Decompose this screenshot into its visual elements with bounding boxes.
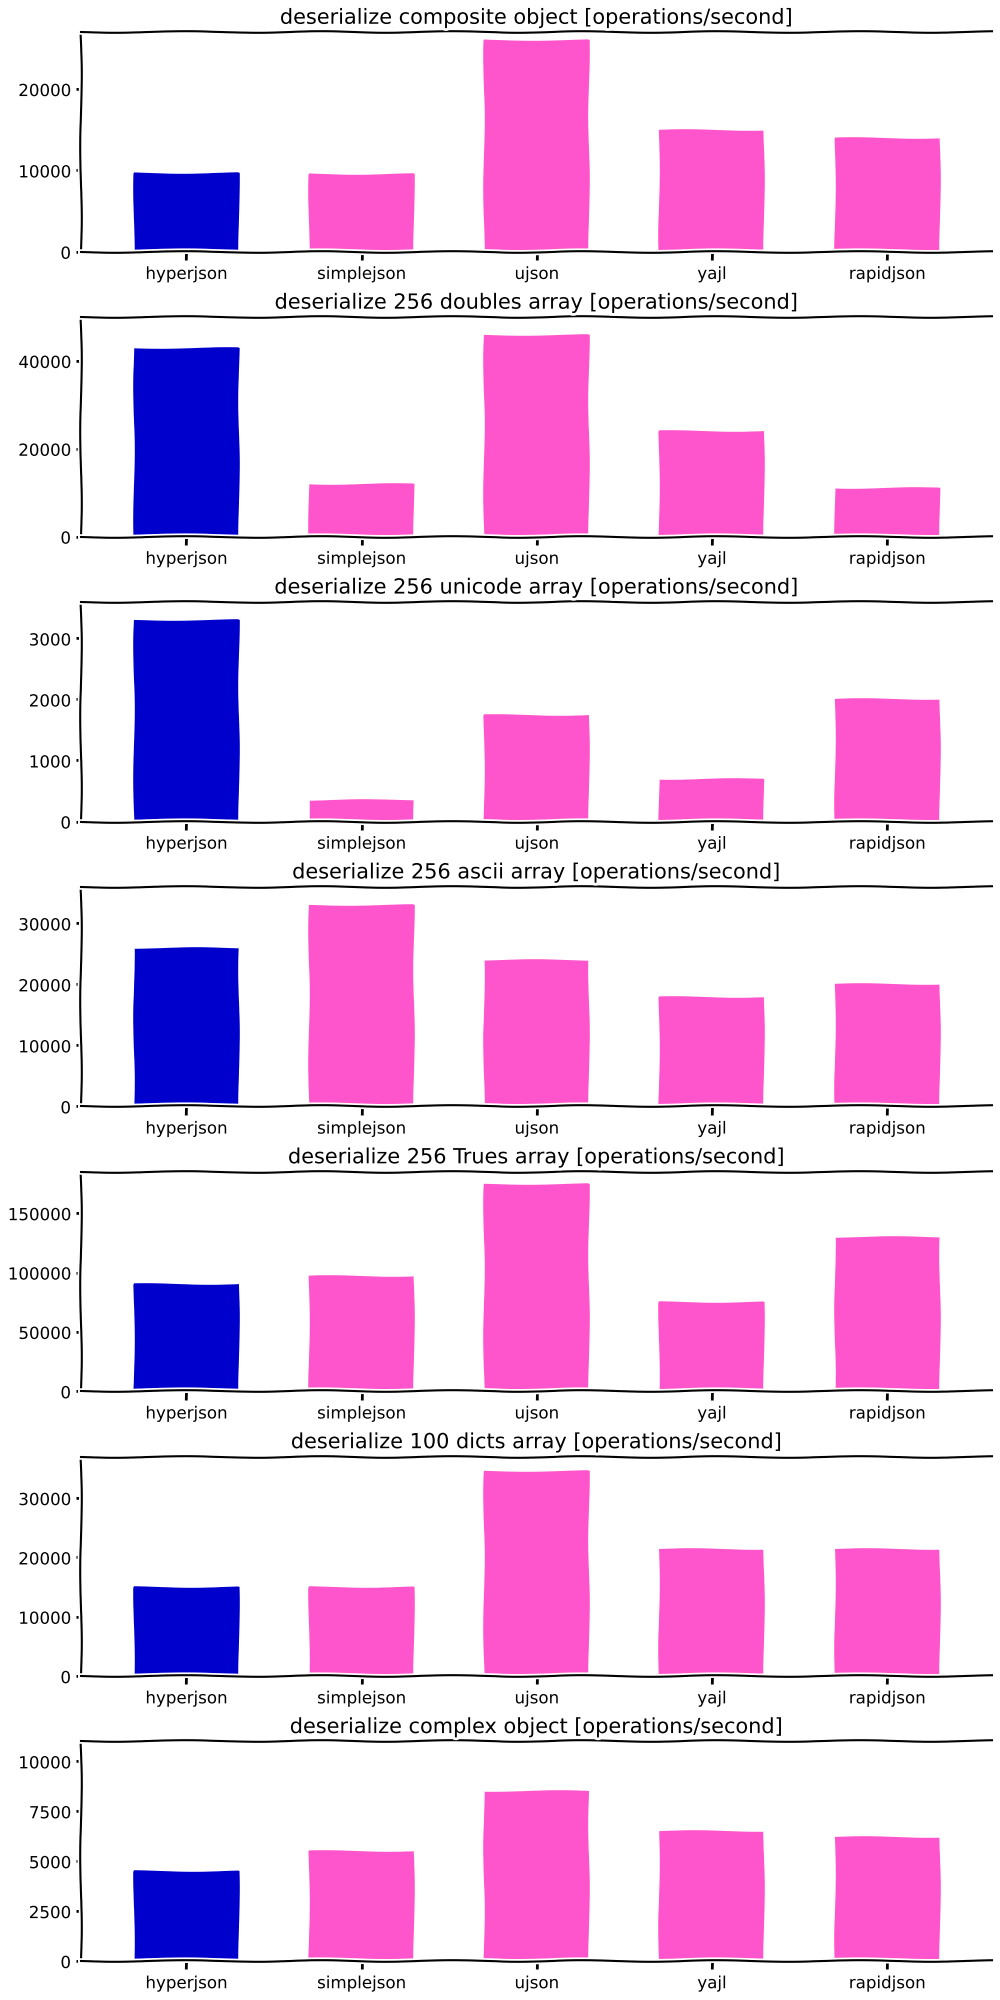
Title: deserialize 256 Trues array [operations/second]: deserialize 256 Trues array [operations/… <box>288 1148 786 1168</box>
Bar <box>835 1236 940 1392</box>
Bar <box>309 906 414 1106</box>
Bar <box>484 1792 589 1962</box>
Bar <box>484 960 589 1106</box>
Bar <box>659 996 764 1106</box>
Bar <box>134 1588 239 1676</box>
Bar <box>134 948 239 1106</box>
Title: deserialize complex object [operations/second]: deserialize complex object [operations/s… <box>290 1718 784 1738</box>
Bar <box>835 1548 940 1676</box>
Bar <box>134 620 239 822</box>
Bar <box>835 138 940 252</box>
Title: deserialize 256 ascii array [operations/second]: deserialize 256 ascii array [operations/… <box>292 862 781 882</box>
Bar <box>484 714 589 822</box>
Bar <box>484 1184 589 1392</box>
Bar <box>835 700 940 822</box>
Bar <box>309 1588 414 1676</box>
Bar <box>134 348 239 536</box>
Bar <box>659 432 764 536</box>
Bar <box>309 1852 414 1962</box>
Bar <box>309 1276 414 1392</box>
Bar <box>309 800 414 822</box>
Title: deserialize 256 doubles array [operations/second]: deserialize 256 doubles array [operation… <box>275 292 799 312</box>
Bar <box>484 1472 589 1676</box>
Bar <box>835 984 940 1106</box>
Bar <box>484 40 589 252</box>
Title: deserialize 256 unicode array [operations/second]: deserialize 256 unicode array [operation… <box>274 578 799 598</box>
Bar <box>134 1872 239 1962</box>
Bar <box>835 488 940 536</box>
Bar <box>835 1838 940 1962</box>
Bar <box>134 1284 239 1392</box>
Title: deserialize 100 dicts array [operations/second]: deserialize 100 dicts array [operations/… <box>291 1432 783 1452</box>
Bar <box>309 484 414 536</box>
Bar <box>659 1832 764 1962</box>
Bar <box>659 130 764 252</box>
Bar <box>309 174 414 252</box>
Bar <box>659 1302 764 1392</box>
Bar <box>659 1548 764 1676</box>
Bar <box>659 778 764 822</box>
Bar <box>134 172 239 252</box>
Bar <box>484 334 589 536</box>
Title: deserialize composite object [operations/second]: deserialize composite object [operations… <box>280 8 794 28</box>
